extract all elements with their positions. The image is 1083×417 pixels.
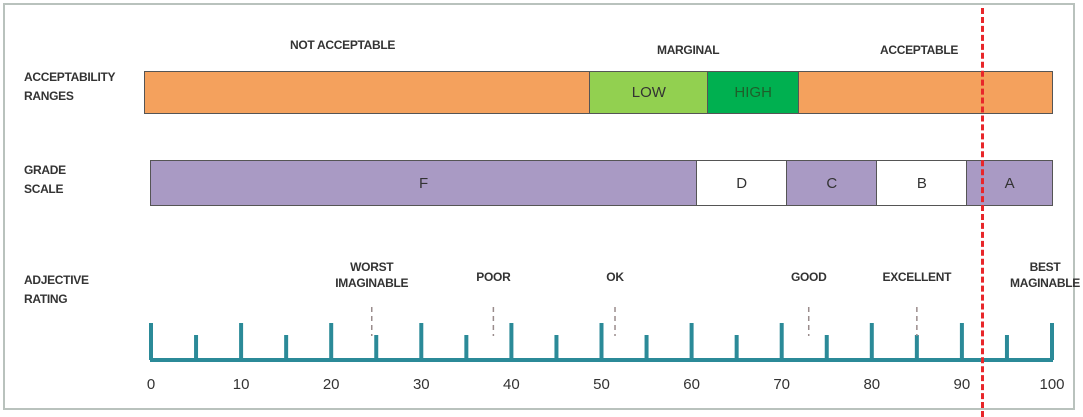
acceptability-row-label: ACCEPTABILITY RANGES [24, 70, 116, 103]
tick-label-70: 70 [773, 376, 790, 393]
adjective-ok: OK [606, 270, 624, 284]
score-cutoff-line [980, 8, 984, 417]
tick-label-90: 90 [954, 376, 971, 393]
tick-label-20: 20 [323, 376, 340, 393]
adjective-best: BEST MAGINABLE [1010, 260, 1080, 290]
header-not-acceptable: NOT ACCEPTABLE [290, 38, 396, 52]
acceptability-segment [145, 72, 590, 113]
tick-label-40: 40 [503, 376, 520, 393]
adjective-excellent: EXCELLENT [882, 270, 952, 284]
tick-label-30: 30 [413, 376, 430, 393]
acceptability-segment [798, 72, 1052, 113]
header-marginal: MARGINAL [657, 43, 720, 57]
grade-segment-d: D [696, 161, 787, 205]
score-scale: 0 10 20 30 40 50 60 70 80 90 100 [147, 307, 1065, 393]
adjective-good: GOOD [790, 270, 827, 284]
grade-segment-f: F [151, 161, 697, 205]
adjective-row-label: ADJECTIVE RATING [24, 273, 89, 306]
acceptability-segment-high: HIGH [707, 72, 799, 113]
adjective-worst: WORST IMAGINABLE [335, 260, 409, 290]
header-acceptable: ACCEPTABLE [880, 43, 959, 57]
grade-segment-a: A [966, 161, 1052, 205]
grade-segment-b: B [876, 161, 967, 205]
tick-label-80: 80 [863, 376, 880, 393]
adjective-poor: POOR [476, 270, 511, 284]
acceptability-segment-low: LOW [589, 72, 708, 113]
acceptability-ranges-bar: LOW HIGH [144, 71, 1053, 114]
diagram-frame: NOT ACCEPTABLE MARGINAL ACCEPTABLE ACCEP… [3, 3, 1080, 410]
tick-label-0: 0 [147, 376, 155, 393]
tick-label-100: 100 [1039, 376, 1064, 393]
tick-label-50: 50 [593, 376, 610, 393]
tick-label-10: 10 [233, 376, 250, 393]
grade-row-label: GRADE SCALE [24, 163, 66, 196]
tick-label-60: 60 [683, 376, 700, 393]
grade-segment-c: C [786, 161, 877, 205]
